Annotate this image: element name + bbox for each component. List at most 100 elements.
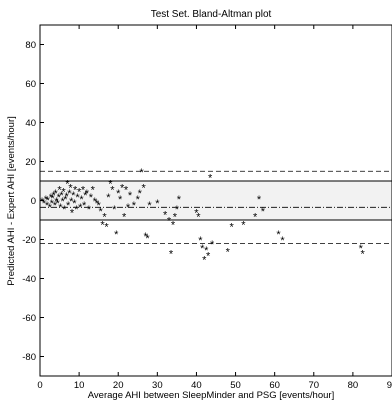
data-point: * xyxy=(93,196,98,208)
data-point: * xyxy=(136,194,141,206)
data-point: * xyxy=(147,200,152,212)
data-point: * xyxy=(155,198,160,210)
data-point: * xyxy=(241,219,246,231)
data-point: * xyxy=(361,249,366,261)
data-point: * xyxy=(114,229,119,241)
data-point: * xyxy=(118,194,123,206)
data-point: * xyxy=(57,184,62,196)
data-point: * xyxy=(57,192,62,204)
data-point: * xyxy=(98,206,103,218)
data-point: * xyxy=(65,178,70,190)
data-point: * xyxy=(142,182,147,194)
y-tick-label: 40 xyxy=(25,118,36,129)
data-point: * xyxy=(100,219,105,231)
data-point: * xyxy=(206,251,211,263)
data-point: * xyxy=(59,190,64,202)
data-point: * xyxy=(50,193,55,205)
x-tick-label: 0 xyxy=(37,380,42,391)
data-point: * xyxy=(230,221,235,233)
y-tick-label: -40 xyxy=(22,274,36,285)
data-point: * xyxy=(261,206,266,218)
data-point: * xyxy=(40,196,45,208)
data-point: * xyxy=(200,243,205,255)
data-point: * xyxy=(116,188,121,200)
data-point: * xyxy=(143,231,148,243)
shaded-band xyxy=(40,181,392,220)
data-point: * xyxy=(46,195,51,207)
x-tick-label: 60 xyxy=(269,380,280,391)
x-tick-label: 20 xyxy=(113,380,124,391)
data-point: * xyxy=(145,233,150,245)
data-point: * xyxy=(95,198,100,210)
data-point: * xyxy=(85,188,90,200)
data-point: * xyxy=(177,194,182,206)
data-point: * xyxy=(102,212,107,224)
x-tick-label: 80 xyxy=(348,380,359,391)
data-point: * xyxy=(52,190,57,202)
data-point: * xyxy=(71,190,76,202)
chart-title: Test Set. Bland-Altman plot xyxy=(151,9,272,20)
data-point: * xyxy=(196,212,201,224)
data-point: * xyxy=(67,188,72,200)
data-point: * xyxy=(50,198,55,210)
x-tick-label: 70 xyxy=(308,380,319,391)
plot-area: 0 10 20 30 40 50 60 70 80 90 -80 -60 -40 -20 0 20 40 60 80… xyxy=(22,24,392,391)
data-point: * xyxy=(169,249,174,261)
x-tick-label: 90 xyxy=(387,380,392,391)
y-tick-label: -20 xyxy=(22,235,36,246)
y-tick-label: -60 xyxy=(22,313,36,324)
data-point: * xyxy=(44,194,49,206)
data-point: * xyxy=(81,184,86,196)
data-point: * xyxy=(173,212,178,224)
data-point: * xyxy=(202,255,207,267)
data-point: * xyxy=(45,200,50,212)
data-point: * xyxy=(61,196,66,208)
data-point: * xyxy=(120,182,125,194)
data-point: * xyxy=(204,245,209,257)
data-point: * xyxy=(194,208,199,220)
data-point: * xyxy=(77,186,82,198)
x-tick-label: 30 xyxy=(152,380,163,391)
data-point: * xyxy=(226,247,231,259)
data-point: * xyxy=(79,194,84,206)
data-point: * xyxy=(72,198,77,210)
data-point: * xyxy=(276,229,281,241)
data-point: * xyxy=(208,173,213,185)
data-point: * xyxy=(126,202,131,214)
data-point: * xyxy=(58,202,63,214)
data-point: * xyxy=(104,221,109,233)
data-point: * xyxy=(122,212,127,224)
data-point: * xyxy=(64,191,69,203)
data-point: * xyxy=(82,200,87,212)
data-point: * xyxy=(61,186,66,198)
x-tick-label: 50 xyxy=(230,380,241,391)
x-tick-label: 10 xyxy=(74,380,85,391)
data-point: * xyxy=(198,235,203,247)
data-point: * xyxy=(48,202,53,214)
x-tick-label: 40 xyxy=(191,380,202,391)
y-tick-label: 0 xyxy=(31,196,36,207)
data-point: * xyxy=(73,184,78,196)
x-axis-label: Average AHI between SleepMinder and PSG … xyxy=(88,390,334,401)
data-point: * xyxy=(132,200,137,212)
data-point: * xyxy=(42,198,47,210)
data-point: * xyxy=(124,184,129,196)
data-point: * xyxy=(66,200,71,212)
data-point: * xyxy=(280,235,285,247)
data-point: * xyxy=(167,216,172,228)
y-tick-label: 80 xyxy=(25,40,36,51)
data-point: * xyxy=(175,204,180,216)
y-axis-label: Predicted AHI - Expert AHI [events/hour] xyxy=(6,116,17,286)
data-point: * xyxy=(106,192,111,204)
data-point: * xyxy=(253,212,258,224)
data-point: * xyxy=(128,190,133,202)
data-point: * xyxy=(68,182,73,194)
data-point: * xyxy=(63,194,68,206)
data-point: * xyxy=(257,194,262,206)
data-point: * xyxy=(78,202,83,214)
data-point: * xyxy=(163,210,168,222)
data-point: * xyxy=(75,192,80,204)
data-point: * xyxy=(54,196,59,208)
data-point: * xyxy=(91,184,96,196)
